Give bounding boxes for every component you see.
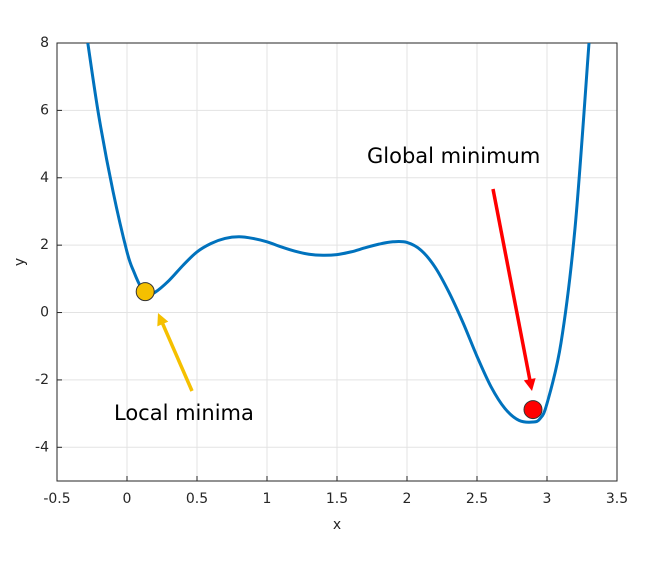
x-tick-label: -0.5 [43, 491, 70, 507]
arrow-head [157, 313, 169, 327]
y-tick-label: -2 [35, 372, 49, 388]
annotation-arrow [491, 188, 533, 384]
plot-frame [56, 42, 618, 482]
x-tick-label: 0 [123, 491, 132, 507]
annotation-text: Global minimum [367, 144, 540, 168]
y-axis-label: y [12, 258, 28, 266]
y-tick-label: 0 [40, 305, 49, 321]
y-tick-label: 4 [40, 170, 49, 186]
x-tick-label: 3 [543, 491, 552, 507]
x-tick-label: 1.5 [326, 491, 348, 507]
x-tick-label: 2.5 [466, 491, 488, 507]
annotation-arrow [159, 319, 194, 392]
y-tick-label: 8 [40, 35, 49, 51]
x-axis-label: x [333, 517, 341, 533]
x-tick-label: 1 [263, 491, 272, 507]
minimum-marker [135, 282, 155, 302]
y-tick-label: 6 [40, 102, 49, 118]
x-tick-label: 0.5 [186, 491, 208, 507]
x-tick-label: 2 [403, 491, 412, 507]
y-tick-label: -4 [35, 439, 49, 455]
arrow-head [523, 378, 536, 391]
minimum-marker [523, 400, 543, 420]
x-tick-label: 3.5 [606, 491, 628, 507]
annotation-text: Local minima [114, 401, 254, 425]
y-tick-label: 2 [40, 237, 49, 253]
